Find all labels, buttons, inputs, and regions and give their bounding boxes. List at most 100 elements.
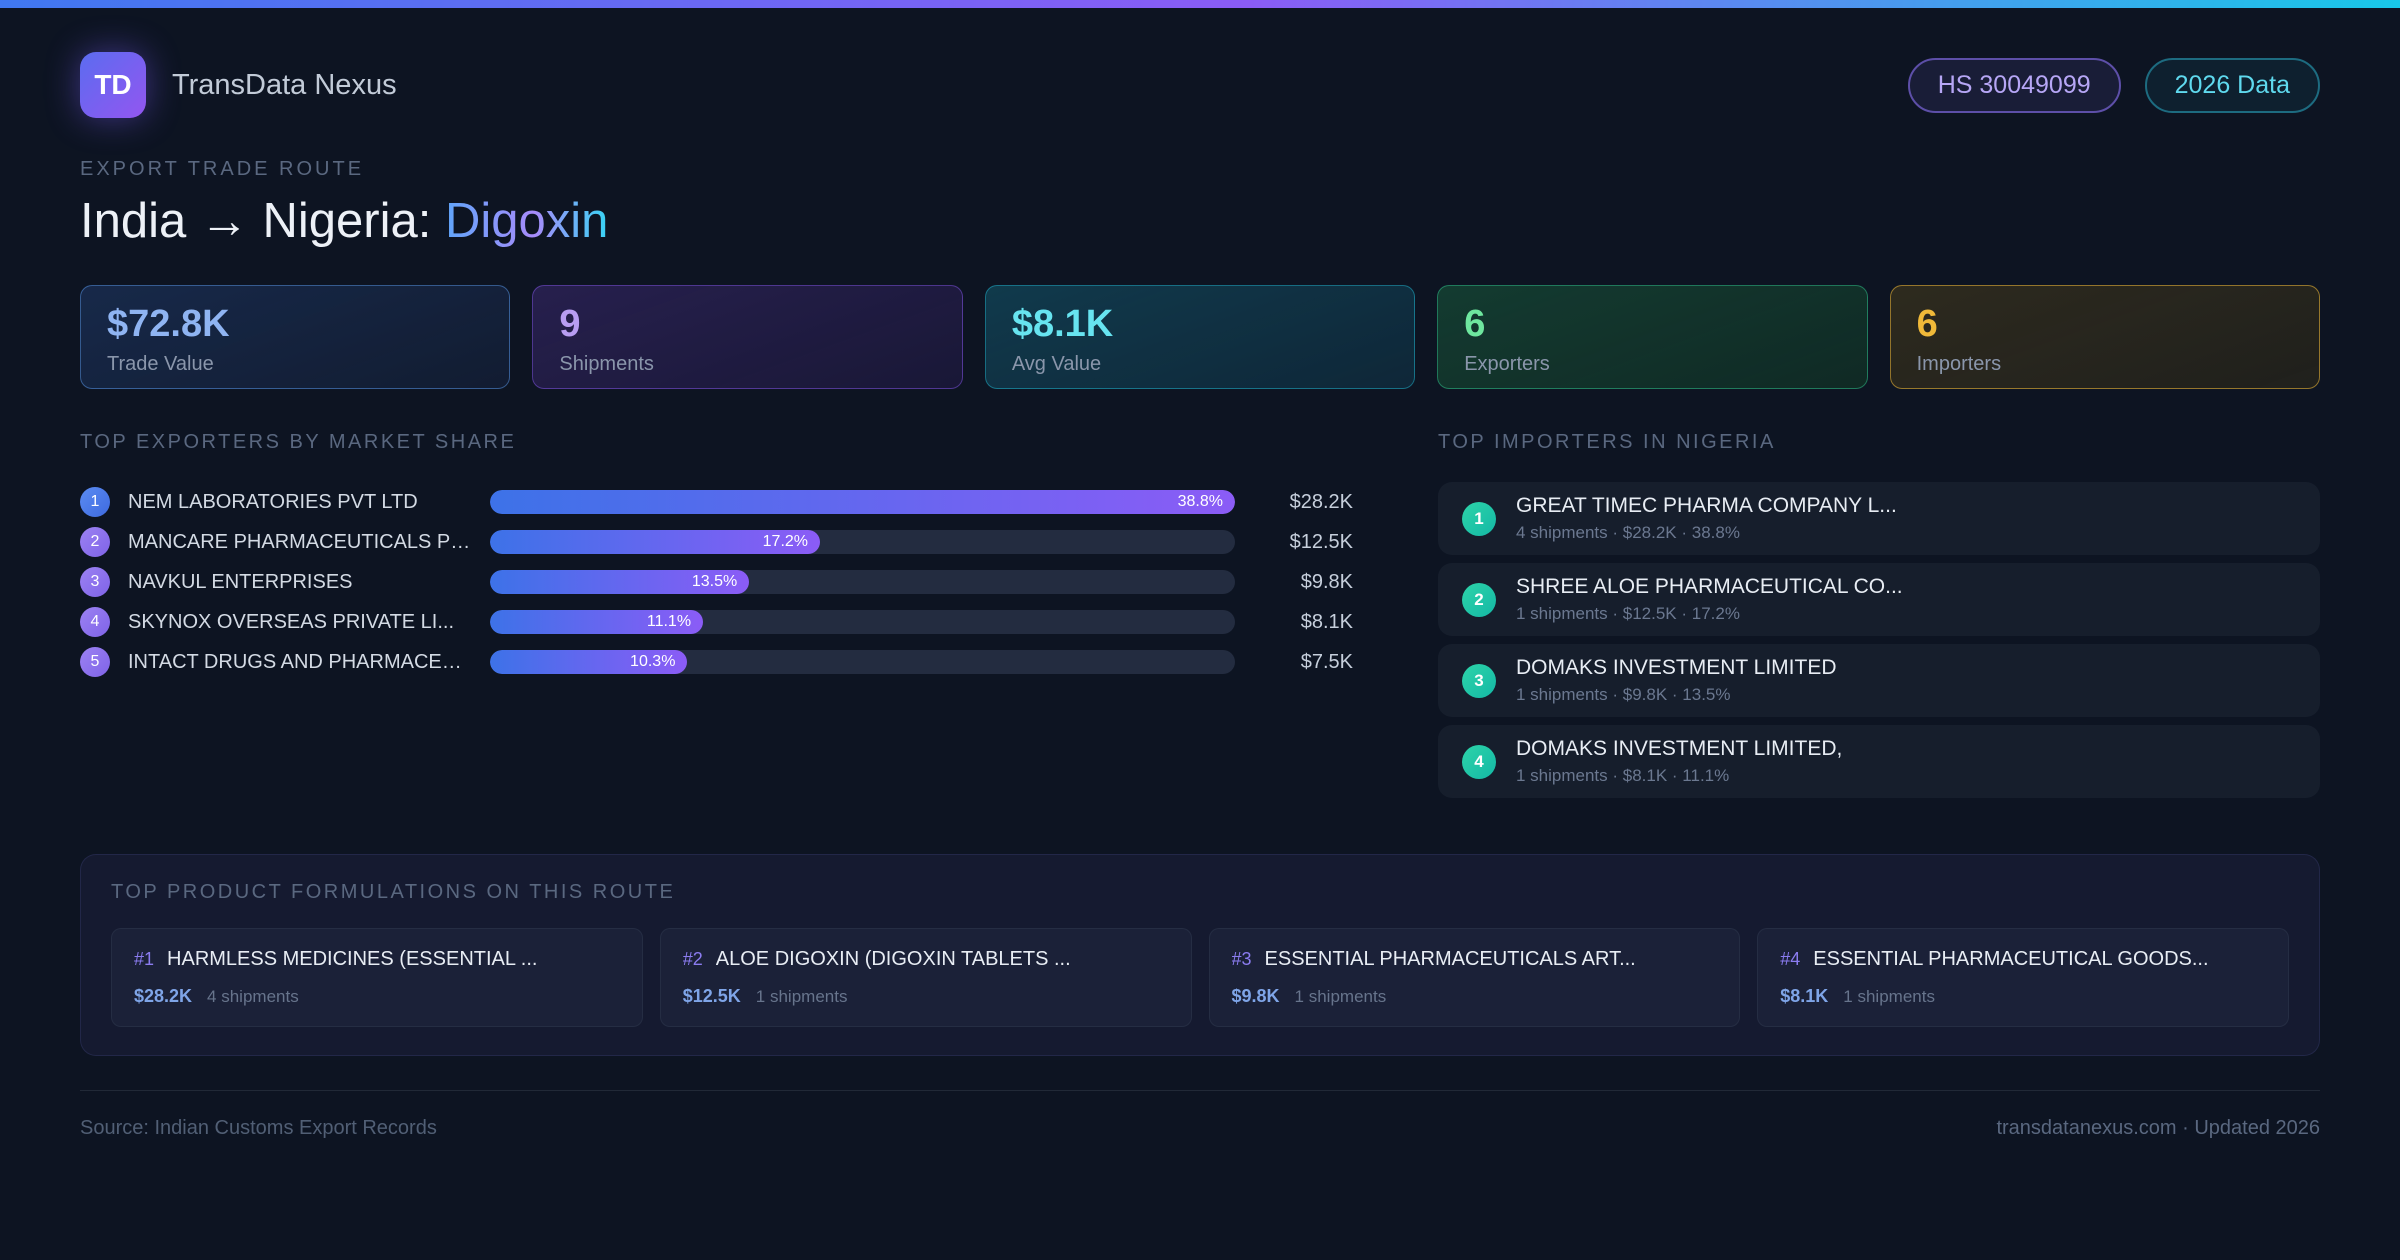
formulation-card: #3 ESSENTIAL PHARMACEUTICALS ART... $9.8… xyxy=(1208,928,1741,1027)
market-share-percent: 17.2% xyxy=(762,533,809,550)
exporters-section: TOP EXPORTERS BY MARKET SHARE 1 NEM LABO… xyxy=(80,431,1353,682)
importer-meta: 4 shipments · $28.2K · 38.8% xyxy=(1516,523,1740,542)
importer-card: 3 DOMAKS INVESTMENT LIMITED 1 shipments … xyxy=(1438,644,2320,717)
formulation-cards: #1 HARMLESS MEDICINES (ESSENTIAL ... $28… xyxy=(111,928,2289,1027)
formulation-value: $9.8K xyxy=(1231,986,1280,1006)
app-logo[interactable]: TD xyxy=(80,52,146,118)
formulation-name: ALOE DIGOXIN (DIGOXIN TABLETS ... xyxy=(715,948,1071,970)
formulation-header: #3 ESSENTIAL PHARMACEUTICALS ART... xyxy=(1232,948,1718,971)
market-share-bar-track: 38.8% xyxy=(490,490,1235,514)
exporter-name: INTACT DRUGS AND PHARMACEU... xyxy=(128,650,472,673)
rank-badge: 5 xyxy=(80,647,110,677)
exporter-name: NEM LABORATORIES PVT LTD xyxy=(128,490,418,513)
stat-value: 9 xyxy=(559,303,581,345)
exporter-row: 1 NEM LABORATORIES PVT LTD 38.8% $28.2K xyxy=(80,482,1353,522)
market-share-bar-track: 11.1% xyxy=(490,610,1235,634)
importer-name: GREAT TIMEC PHARMA COMPANY L... xyxy=(1516,494,1897,517)
formulation-name: ESSENTIAL PHARMACEUTICAL GOODS... xyxy=(1813,948,2209,970)
formulation-value: $28.2K xyxy=(134,986,193,1006)
exporter-row: 3 NAVKUL ENTERPRISES 13.5% $9.8K xyxy=(80,562,1353,602)
year-data-badge[interactable]: 2026 Data xyxy=(2144,57,2320,113)
market-share-bar-track: 13.5% xyxy=(490,570,1235,594)
app-logo-text: TD xyxy=(94,69,132,100)
market-share-bar-fill: 10.3% xyxy=(490,650,688,674)
app-name: TransData Nexus xyxy=(172,68,397,101)
formulation-name: HARMLESS MEDICINES (ESSENTIAL ... xyxy=(167,948,538,970)
header-badges: HS 30049099 2026 Data xyxy=(1907,57,2320,113)
rank-badge: 3 xyxy=(80,567,110,597)
exporter-value: $12.5K xyxy=(1289,530,1353,553)
formulation-rank: #2 xyxy=(682,949,703,969)
stats-row: $72.8K Trade Value 9 Shipments $8.1K Avg… xyxy=(80,285,2321,389)
importer-rank-badge: 2 xyxy=(1462,582,1496,617)
formulation-header: #2 ALOE DIGOXIN (DIGOXIN TABLETS ... xyxy=(683,948,1169,971)
importer-card: 1 GREAT TIMEC PHARMA COMPANY L... 4 ship… xyxy=(1438,482,2320,555)
stat-value: $8.1K xyxy=(1011,303,1114,345)
exporter-value: $28.2K xyxy=(1289,490,1353,513)
formulation-header: #1 HARMLESS MEDICINES (ESSENTIAL ... xyxy=(134,948,620,971)
market-share-percent: 11.1% xyxy=(646,613,692,630)
importer-meta: 1 shipments · $9.8K · 13.5% xyxy=(1516,685,1731,704)
formulation-stats: $28.2K 4 shipments xyxy=(134,986,620,1007)
stat-card-trade-value: $72.8K Trade Value xyxy=(80,285,511,389)
importer-info: SHREE ALOE PHARMACEUTICAL CO... 1 shipme… xyxy=(1516,575,2296,624)
header: TD TransData Nexus HS 30049099 2026 Data xyxy=(80,52,2320,118)
route-title: India → Nigeria: xyxy=(80,194,432,248)
market-share-bar-track: 17.2% xyxy=(490,530,1235,554)
importer-rank-badge: 1 xyxy=(1462,501,1496,536)
formulation-card: #1 HARMLESS MEDICINES (ESSENTIAL ... $28… xyxy=(111,928,643,1027)
exporters-section-title: TOP EXPORTERS BY MARKET SHARE xyxy=(80,431,517,453)
market-share-percent: 13.5% xyxy=(691,573,738,590)
formulation-value: $12.5K xyxy=(682,986,741,1006)
stat-label: Exporters xyxy=(1464,353,1550,375)
importer-card: 4 DOMAKS INVESTMENT LIMITED, 1 shipments… xyxy=(1438,725,2320,798)
formulation-header: #4 ESSENTIAL PHARMACEUTICAL GOODS... xyxy=(1780,948,2266,971)
formulation-shipments: 1 shipments xyxy=(1294,987,1387,1006)
rank-badge: 2 xyxy=(80,527,110,557)
exporter-value: $9.8K xyxy=(1300,570,1353,593)
market-share-percent: 38.8% xyxy=(1177,493,1223,510)
stat-label: Avg Value xyxy=(1011,353,1102,375)
importer-rank-badge: 4 xyxy=(1462,744,1496,779)
footer-source: Source: Indian Customs Export Records xyxy=(80,1117,437,1139)
importer-card: 2 SHREE ALOE PHARMACEUTICAL CO... 1 ship… xyxy=(1438,563,2320,636)
importers-section: TOP IMPORTERS IN NIGERIA 1 GREAT TIMEC P… xyxy=(1438,431,2320,806)
formulation-shipments: 1 shipments xyxy=(755,987,848,1006)
formulation-rank: #3 xyxy=(1231,949,1252,969)
hs-code-badge[interactable]: HS 30049099 xyxy=(1907,57,2121,113)
market-share-bar-fill: 13.5% xyxy=(490,570,750,594)
formulation-stats: $12.5K 1 shipments xyxy=(683,986,1169,1007)
rank-badge: 4 xyxy=(80,607,110,637)
brand: TD TransData Nexus xyxy=(80,52,397,118)
formulation-stats: $9.8K 1 shipments xyxy=(1232,986,1718,1007)
importer-rank-badge: 3 xyxy=(1462,663,1496,698)
importer-meta: 1 shipments · $12.5K · 17.2% xyxy=(1516,604,1740,623)
importer-name: DOMAKS INVESTMENT LIMITED xyxy=(1516,656,1837,679)
exporter-value: $7.5K xyxy=(1300,650,1353,673)
stat-card-exporters: 6 Exporters xyxy=(1437,285,1868,389)
stat-label: Trade Value xyxy=(107,353,214,375)
product-highlight: Digoxin xyxy=(444,194,609,248)
formulations-section-title: TOP PRODUCT FORMULATIONS ON THIS ROUTE xyxy=(111,881,676,903)
formulation-rank: #1 xyxy=(134,949,155,969)
importer-info: GREAT TIMEC PHARMA COMPANY L... 4 shipme… xyxy=(1516,494,2296,543)
formulation-card: #2 ALOE DIGOXIN (DIGOXIN TABLETS ... $12… xyxy=(659,928,1192,1027)
stat-label: Importers xyxy=(1916,353,2002,375)
importer-info: DOMAKS INVESTMENT LIMITED 1 shipments · … xyxy=(1516,656,2296,705)
exporter-row: 4 SKYNOX OVERSEAS PRIVATE LI... 11.1% $8… xyxy=(80,602,1353,642)
formulation-shipments: 1 shipments xyxy=(1843,987,1935,1006)
market-share-bar-track: 10.3% xyxy=(490,650,1235,674)
stat-value: 6 xyxy=(1464,303,1486,345)
page-title: India → Nigeria: Digoxin xyxy=(80,193,2320,249)
importer-info: DOMAKS INVESTMENT LIMITED, 1 shipments ·… xyxy=(1516,737,2296,786)
rank-badge: 1 xyxy=(80,487,110,517)
dashboard-page: TD TransData Nexus HS 30049099 2026 Data… xyxy=(0,52,2400,1140)
route-eyebrow: EXPORT TRADE ROUTE xyxy=(80,158,365,180)
exporter-name: NAVKUL ENTERPRISES xyxy=(128,570,353,593)
stat-card-shipments: 9 Shipments xyxy=(532,285,963,389)
exporter-name: SKYNOX OVERSEAS PRIVATE LI... xyxy=(128,610,455,633)
exporter-row: 5 INTACT DRUGS AND PHARMACEU... 10.3% $7… xyxy=(80,642,1353,682)
formulation-shipments: 4 shipments xyxy=(207,987,299,1006)
importer-name: DOMAKS INVESTMENT LIMITED, xyxy=(1516,737,1843,760)
formulation-rank: #4 xyxy=(1780,949,1801,969)
